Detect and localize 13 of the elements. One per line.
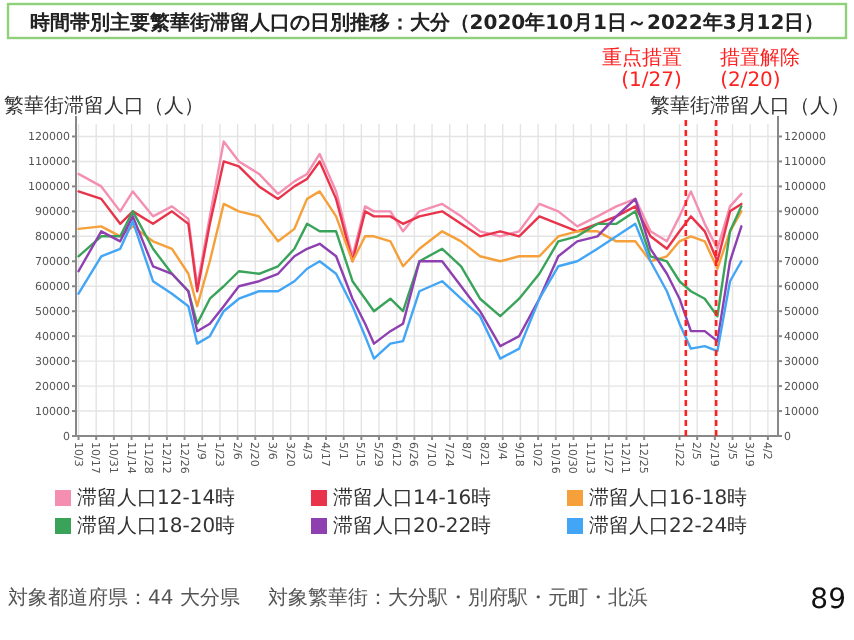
- ref-line-label: 重点措置 (1/27): [601, 46, 683, 92]
- legend-label: 滞留人口12-14時: [77, 486, 236, 510]
- ref-line-label: 措置解除 (2/20): [720, 46, 801, 92]
- title: 時間帯別主要繁華街滞留人口の日別推移：大分（2020年10月1日～2022年3月12日）: [6, 2, 848, 40]
- ylabel: 繁華街滞留人口（人）: [4, 96, 204, 118]
- legend-label: 滞留人口14-16時: [333, 486, 492, 510]
- y2label: 繁華街滞留人口（人）: [650, 96, 850, 118]
- chart-title: 時間帯別主要繁華街滞留人口の日別推移：大分（2020年10月1日～2022年3月12日）: [29, 11, 825, 35]
- legend-label: 滞留人口20-22時: [333, 514, 492, 538]
- legend-label: 滞留人口16-18時: [589, 486, 748, 510]
- annotations: 対象都道府県：44 大分県 対象繁華街：大分駅・別府駅・元町・北浜 89: [8, 584, 846, 616]
- legend-label: 滞留人口18-20時: [77, 514, 236, 538]
- legend-label: 滞留人口22-24時: [589, 514, 748, 538]
